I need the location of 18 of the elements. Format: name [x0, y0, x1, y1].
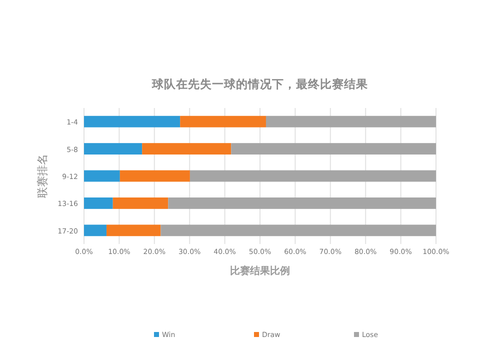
bar [190, 170, 436, 182]
bar [112, 197, 168, 209]
chart-title: 球队在先失一球的情况下，最终比赛结果 [151, 77, 369, 91]
bar [84, 224, 107, 236]
bar [231, 143, 436, 155]
bar [142, 143, 232, 155]
bar [180, 116, 266, 128]
bar [106, 224, 161, 236]
x-axis-title: 比赛结果比例 [230, 265, 290, 277]
bar [160, 224, 436, 236]
bar [84, 143, 142, 155]
bar [266, 116, 436, 128]
y-axis-title: 联赛排名 [36, 154, 49, 198]
bar [120, 170, 190, 182]
bar [84, 170, 120, 182]
bar [84, 116, 180, 128]
bar [168, 197, 436, 209]
bar [84, 197, 113, 209]
